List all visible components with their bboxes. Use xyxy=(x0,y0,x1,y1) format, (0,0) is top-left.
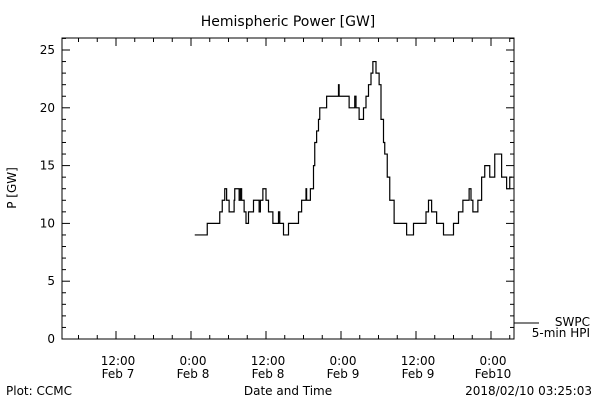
y-axis-label: P [GW] xyxy=(5,167,19,209)
x-tick-label-time: 0:00 xyxy=(330,354,357,368)
y-axis: 0 5 10 15 20 25 xyxy=(40,37,514,346)
x-tick-label-date: Feb 9 xyxy=(327,367,360,381)
x-tick-label-time: 0:00 xyxy=(180,354,207,368)
y-tick-label: 5 xyxy=(47,274,55,288)
x-tick-label-date: Feb 7 xyxy=(102,367,135,381)
y-tick-label: 25 xyxy=(40,43,55,57)
x-tick-label-date: Feb 8 xyxy=(252,367,285,381)
legend-label-source: SWPC xyxy=(555,315,590,329)
x-tick-label-date: Feb 8 xyxy=(177,367,210,381)
x-tick-label-time: 12:00 xyxy=(101,354,136,368)
series-line-hpi xyxy=(194,60,513,236)
x-tick-label-time: 0:00 xyxy=(480,354,507,368)
plot-frame xyxy=(61,37,515,340)
x-tick-label-time: 12:00 xyxy=(401,354,436,368)
y-tick-label: 20 xyxy=(40,101,55,115)
x-tick-label-time: 12:00 xyxy=(251,354,286,368)
x-tick-label-date: Feb10 xyxy=(475,367,512,381)
chart-title: Hemispheric Power [GW] xyxy=(201,14,376,30)
legend-label-series: 5-min HPI xyxy=(532,326,590,340)
y-tick-label: 15 xyxy=(40,159,55,173)
x-axis-label: Date and Time xyxy=(244,384,332,398)
x-tick-label-date: Feb 9 xyxy=(402,367,435,381)
plot-credit: Plot: CCMC xyxy=(6,384,72,398)
y-tick-label: 0 xyxy=(47,332,55,346)
y-tick-label: 10 xyxy=(40,216,55,230)
timestamp: 2018/02/10 03:25:03 xyxy=(465,384,592,398)
